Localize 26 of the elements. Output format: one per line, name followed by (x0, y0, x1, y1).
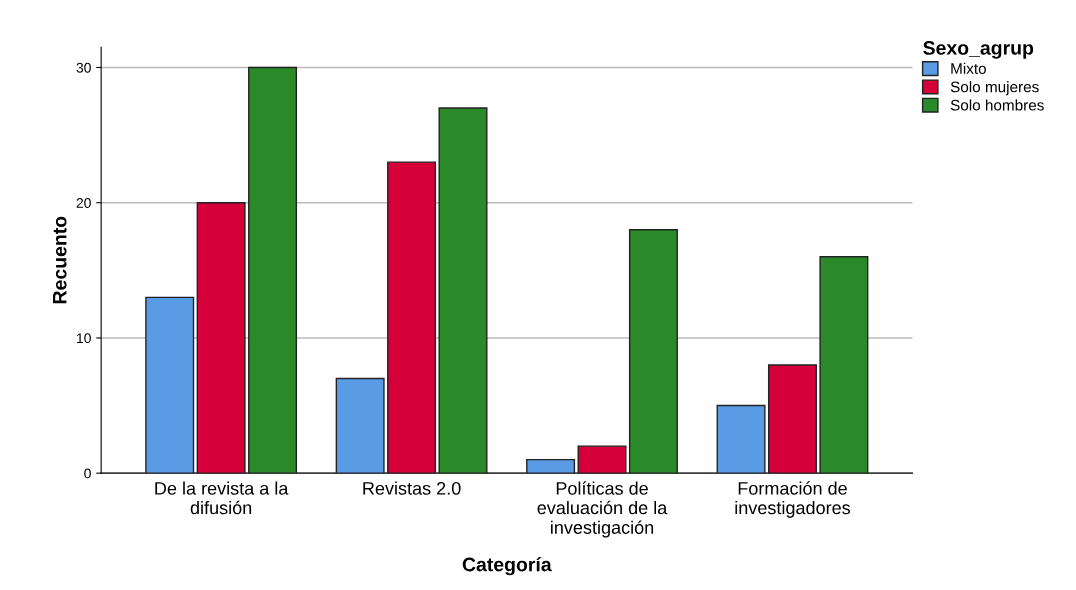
bar (628, 229, 678, 474)
bar (577, 445, 627, 474)
legend-label: Solo hombres (950, 99, 1044, 111)
legend-label: Mixto (951, 62, 986, 75)
x-tick-label: Revistas 2.0 (363, 481, 461, 495)
legend-label: Solo mujeres (950, 81, 1039, 96)
bar (767, 364, 817, 474)
x-tick-label: Políticas de evaluación de la investigación (537, 481, 668, 538)
bar (145, 296, 195, 474)
bar (196, 202, 246, 474)
bar (526, 458, 576, 474)
y-tick-label: 20 (76, 198, 91, 208)
bar (335, 377, 385, 474)
y-tick-label: 30 (76, 62, 91, 73)
y-tick-label: 10 (77, 333, 91, 344)
bar (819, 256, 869, 474)
bar (716, 404, 766, 474)
legend-title: Sexo_agrup (923, 41, 1034, 59)
x-tick-label: De la revista a la difusión (155, 481, 289, 515)
x-axis-title: Categoría (462, 556, 552, 576)
y-tick-label: 0 (84, 468, 91, 479)
bar (387, 161, 437, 474)
y-axis-title: Recuento (53, 216, 67, 304)
bar (248, 66, 298, 474)
bar (438, 107, 488, 474)
x-tick-label: Formación de investigadores (735, 481, 851, 518)
